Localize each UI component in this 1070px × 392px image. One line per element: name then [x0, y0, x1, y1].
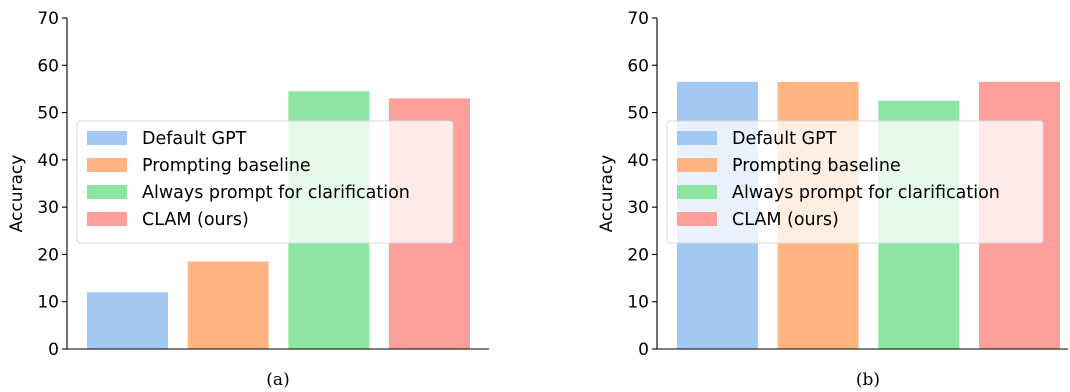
legend-swatch-3 — [87, 185, 127, 199]
legend-label-1: Default GPT — [142, 129, 247, 149]
panel-caption: (a) — [266, 370, 289, 390]
y-axis-label: Accuracy — [7, 155, 27, 233]
chart-panel-1: 0 10 20 30 40 50 60 70 Accuracy Default GPT Prompt… — [7, 9, 489, 390]
y-tick-label: 10 — [37, 293, 59, 313]
y-axis-label: Accuracy — [597, 155, 617, 233]
legend-swatch-4 — [677, 212, 717, 226]
legend-label-2: Prompting baseline — [142, 156, 311, 176]
legend-swatch-2 — [677, 158, 717, 172]
chart-panel-2: 0 10 20 30 40 50 60 70 Accuracy Default GPT Prompt… — [597, 9, 1068, 390]
legend-label-4: CLAM (ours) — [142, 210, 249, 230]
y-tick-label: 20 — [37, 245, 59, 265]
y-tick-label: 70 — [37, 9, 59, 29]
legend: Default GPT Prompting baseline Always prom… — [76, 120, 454, 244]
y-tick-label: 50 — [627, 104, 649, 124]
legend-swatch-2 — [87, 158, 127, 172]
legend-box — [76, 120, 454, 244]
y-tick-label: 30 — [37, 198, 59, 218]
legend-label-3: Always prompt for clarification — [732, 183, 1000, 203]
y-tick-label: 40 — [627, 151, 649, 171]
bar-2 — [187, 261, 269, 349]
y-tick-label: 20 — [627, 245, 649, 265]
legend-label-2: Prompting baseline — [732, 156, 901, 176]
panel-caption: (b) — [856, 370, 880, 390]
legend: Default GPT Prompting baseline Always prom… — [666, 120, 1044, 244]
y-tick-label: 30 — [627, 198, 649, 218]
y-tick-label: 50 — [37, 104, 59, 124]
y-tick-label: 0 — [638, 340, 649, 360]
y-tick-label: 0 — [48, 340, 59, 360]
legend-swatch-1 — [677, 131, 717, 145]
y-tick-label: 60 — [627, 56, 649, 76]
legend-swatch-1 — [87, 131, 127, 145]
legend-label-1: Default GPT — [732, 129, 837, 149]
y-tick-label: 10 — [627, 293, 649, 313]
legend-swatch-4 — [87, 212, 127, 226]
y-tick-label: 70 — [627, 9, 649, 29]
legend-label-4: CLAM (ours) — [732, 210, 839, 230]
legend-swatch-3 — [677, 185, 717, 199]
bar-1 — [87, 292, 168, 349]
y-tick-label: 60 — [37, 56, 59, 76]
legend-label-3: Always prompt for clarification — [142, 183, 410, 203]
y-tick-label: 40 — [37, 151, 59, 171]
legend-box — [666, 120, 1044, 244]
